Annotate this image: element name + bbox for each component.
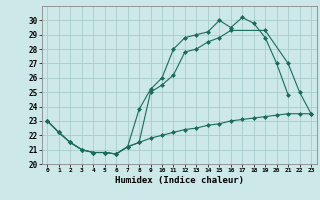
X-axis label: Humidex (Indice chaleur): Humidex (Indice chaleur) [115, 176, 244, 185]
